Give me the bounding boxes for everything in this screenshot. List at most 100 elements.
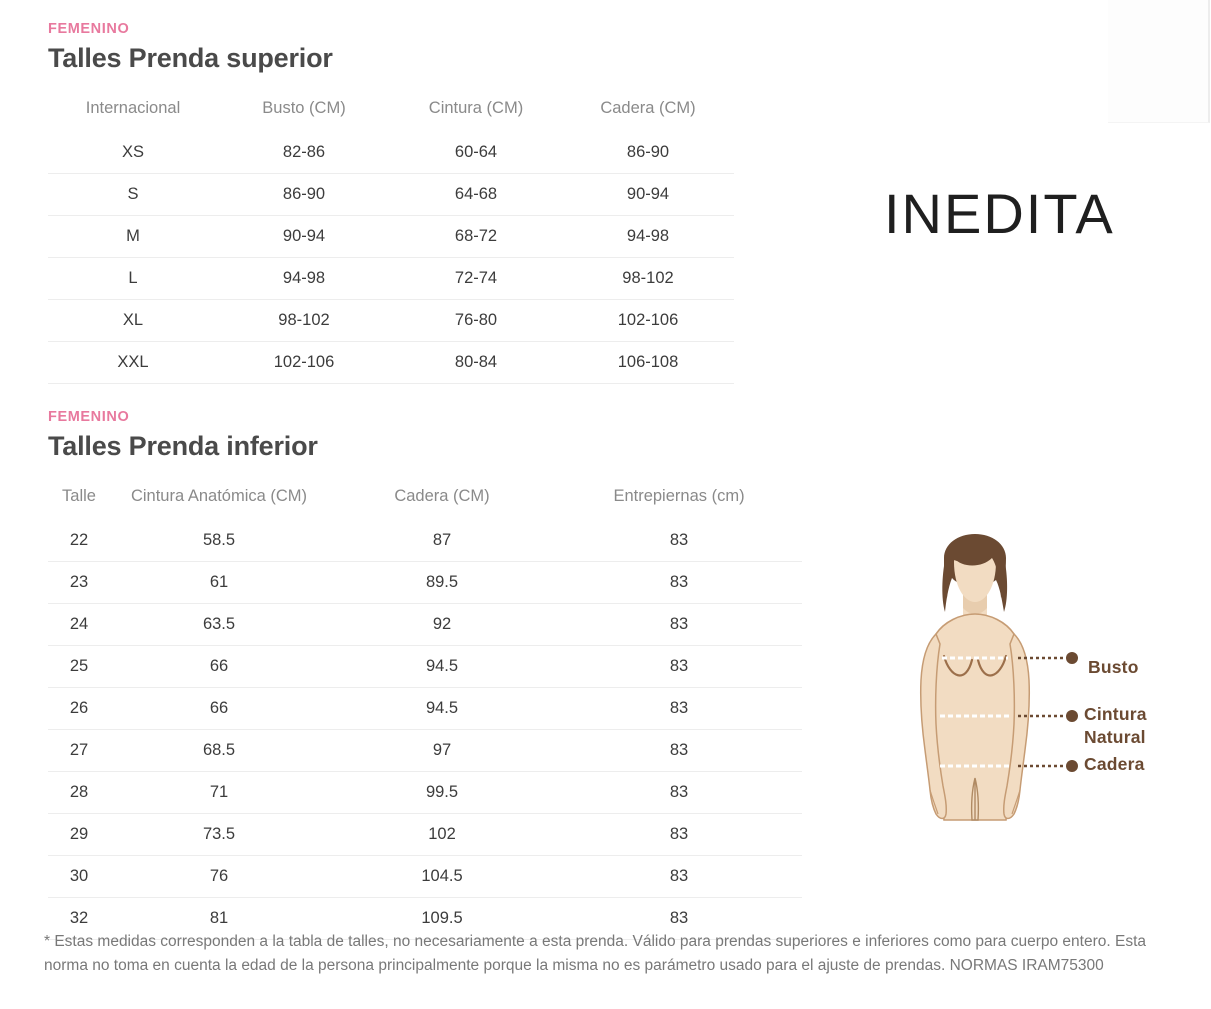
size-table-superior: Internacional Busto (CM) Cintura (CM) Ca… xyxy=(48,93,734,384)
cell-busto: 82-86 xyxy=(282,142,326,161)
eyebrow-femenino-superior: FEMENINO xyxy=(48,21,130,37)
cell-cintura-anatomica: 76 xyxy=(110,854,328,898)
table-row: XXL 102-106 80-84 106-108 xyxy=(48,340,734,384)
cell-talle: S xyxy=(48,172,218,216)
column-header-cintura: Cintura (CM) xyxy=(428,98,524,117)
cell-talle: 32 xyxy=(48,896,110,940)
cell-talle: L xyxy=(48,256,218,300)
cell-entrepiernas: 83 xyxy=(556,812,802,856)
cell-busto: 90-94 xyxy=(218,214,390,258)
cell-talle: 22 xyxy=(69,530,89,549)
column-header-internacional: Internacional xyxy=(85,98,181,117)
table-row: L 94-98 72-74 98-102 xyxy=(48,256,734,300)
table-row: 29 73.5 102 83 xyxy=(48,812,802,856)
cell-cadera: 87 xyxy=(432,530,452,549)
title-prenda-superior: Talles Prenda superior xyxy=(48,43,333,74)
table-row: 27 68.5 97 83 xyxy=(48,728,802,772)
cell-cintura: 72-74 xyxy=(390,256,562,300)
measure-label-cintura-natural: Cintura Natural xyxy=(1084,703,1147,749)
cell-cadera: 90-94 xyxy=(562,172,734,216)
table-row: 28 71 99.5 83 xyxy=(48,770,802,814)
cell-entrepiernas: 83 xyxy=(556,644,802,688)
table-row: 22 58.5 87 83 xyxy=(48,520,802,562)
size-table-inferior: Talle Cintura Anatómica (CM) Cadera (CM)… xyxy=(48,481,802,940)
table-row: M 90-94 68-72 94-98 xyxy=(48,214,734,258)
cell-cadera: 104.5 xyxy=(328,854,556,898)
cell-entrepiernas: 83 xyxy=(556,728,802,772)
cell-entrepiernas: 83 xyxy=(556,686,802,730)
cell-cadera: 86-90 xyxy=(626,142,670,161)
cell-talle: 30 xyxy=(48,854,110,898)
cell-cadera: 102 xyxy=(328,812,556,856)
cell-busto: 102-106 xyxy=(218,340,390,384)
cell-entrepiernas: 83 xyxy=(556,770,802,814)
cell-talle: 23 xyxy=(48,560,110,604)
cell-cintura-anatomica: 58.5 xyxy=(202,530,236,549)
table-row: 30 76 104.5 83 xyxy=(48,854,802,898)
cell-cintura-anatomica: 63.5 xyxy=(110,602,328,646)
cell-cadera: 94-98 xyxy=(562,214,734,258)
eyebrow-femenino-inferior: FEMENINO xyxy=(48,409,130,425)
cell-busto: 94-98 xyxy=(218,256,390,300)
cell-entrepiernas: 83 xyxy=(556,896,802,940)
cell-talle: 24 xyxy=(48,602,110,646)
table-row: XL 98-102 76-80 102-106 xyxy=(48,298,734,342)
cell-cintura-anatomica: 81 xyxy=(110,896,328,940)
cell-talle: 29 xyxy=(48,812,110,856)
cell-entrepiernas: 83 xyxy=(669,530,689,549)
cell-entrepiernas: 83 xyxy=(556,602,802,646)
column-header-talle: Talle xyxy=(62,486,96,505)
table-header-row: Talle Cintura Anatómica (CM) Cadera (CM)… xyxy=(48,481,802,520)
table-row: 24 63.5 92 83 xyxy=(48,602,802,646)
section-prenda-inferior: FEMENINO Talles Prenda inferior Talle Ci… xyxy=(48,408,802,940)
cell-cintura: 60-64 xyxy=(454,142,498,161)
cell-talle: XS xyxy=(121,142,144,161)
footnote-text: * Estas medidas corresponden a la tabla … xyxy=(44,933,1147,975)
cell-cadera: 99.5 xyxy=(328,770,556,814)
cell-cintura-anatomica: 71 xyxy=(110,770,328,814)
cell-cintura-anatomica: 66 xyxy=(110,686,328,730)
title-prenda-inferior: Talles Prenda inferior xyxy=(48,431,318,462)
cell-cintura-anatomica: 61 xyxy=(110,560,328,604)
cell-cintura-anatomica: 66 xyxy=(110,644,328,688)
table-row: 25 66 94.5 83 xyxy=(48,644,802,688)
cell-cintura: 80-84 xyxy=(390,340,562,384)
cell-cintura: 68-72 xyxy=(390,214,562,258)
table-row: XS 82-86 60-64 86-90 xyxy=(48,132,734,174)
column-header-busto: Busto (CM) xyxy=(262,98,346,117)
table-row: 32 81 109.5 83 xyxy=(48,896,802,940)
cell-entrepiernas: 83 xyxy=(556,854,802,898)
body-measurement-figure: Busto Cintura Natural Cadera xyxy=(900,528,1200,868)
measure-label-busto: Busto xyxy=(1088,657,1139,677)
table-row: 26 66 94.5 83 xyxy=(48,686,802,730)
cell-talle: XL xyxy=(48,298,218,342)
cell-cadera: 94.5 xyxy=(328,686,556,730)
cell-talle: M xyxy=(48,214,218,258)
cell-talle: 27 xyxy=(48,728,110,772)
cell-cadera: 89.5 xyxy=(328,560,556,604)
cell-cintura-anatomica: 68.5 xyxy=(110,728,328,772)
cell-cadera: 109.5 xyxy=(328,896,556,940)
section-prenda-superior: FEMENINO Talles Prenda superior Internac… xyxy=(48,20,734,384)
cell-talle: 26 xyxy=(48,686,110,730)
cell-entrepiernas: 83 xyxy=(556,560,802,604)
corner-artifact xyxy=(1108,0,1210,123)
cell-cadera: 106-108 xyxy=(562,340,734,384)
cell-cintura: 64-68 xyxy=(390,172,562,216)
column-header-cadera: Cadera (CM) xyxy=(600,98,696,117)
column-header-cadera: Cadera (CM) xyxy=(394,486,490,505)
table-row: S 86-90 64-68 90-94 xyxy=(48,172,734,216)
table-header-row: Internacional Busto (CM) Cintura (CM) Ca… xyxy=(48,93,734,132)
column-header-entrepiernas: Entrepiernas (cm) xyxy=(613,486,745,505)
cell-cintura-anatomica: 73.5 xyxy=(110,812,328,856)
cell-cadera: 94.5 xyxy=(328,644,556,688)
cell-cintura: 76-80 xyxy=(390,298,562,342)
female-body-diagram-icon xyxy=(920,534,1078,821)
cell-busto: 98-102 xyxy=(218,298,390,342)
cell-cadera: 98-102 xyxy=(562,256,734,300)
cell-talle: XXL xyxy=(48,340,218,384)
tables-column: FEMENINO Talles Prenda superior Internac… xyxy=(48,20,802,940)
measure-label-cadera: Cadera xyxy=(1084,754,1145,774)
cell-talle: 28 xyxy=(48,770,110,814)
cell-talle: 25 xyxy=(48,644,110,688)
